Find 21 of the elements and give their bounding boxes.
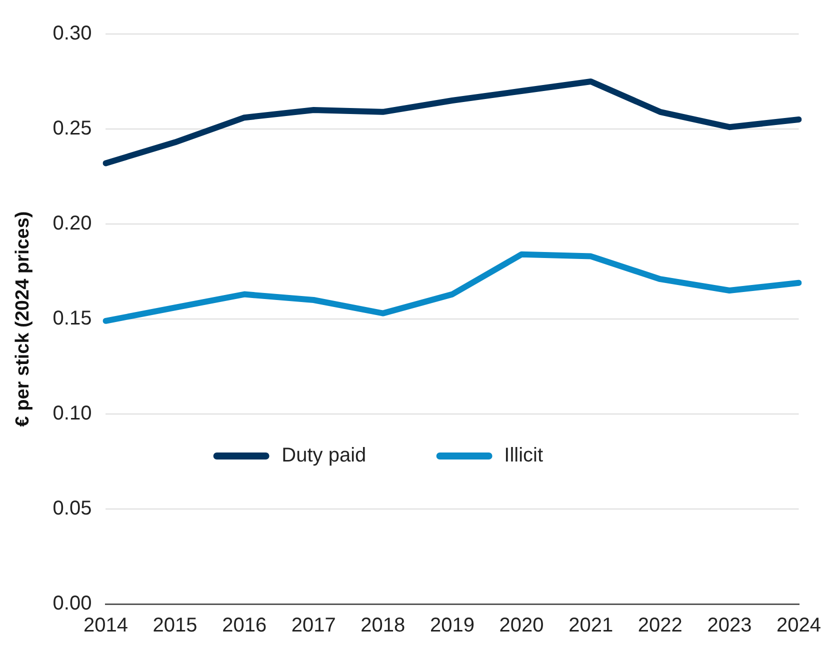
x-tick-label: 2021: [568, 614, 614, 637]
y-tick-label: 0.00: [52, 592, 92, 615]
y-tick-label: 0.20: [52, 212, 92, 235]
x-tick-label: 2016: [222, 614, 267, 637]
x-tick-label: 2024: [776, 614, 822, 637]
x-tick-label: 2023: [707, 614, 752, 637]
x-tick-label: 2017: [291, 614, 336, 637]
x-tick-label: 2015: [152, 614, 198, 637]
x-tick-label: 2022: [638, 614, 682, 637]
x-tick-label: 2019: [430, 614, 474, 637]
x-tick-label: 2018: [360, 614, 406, 637]
x-tick-label: 2014: [83, 614, 128, 637]
x-tick-label: 2020: [499, 614, 544, 637]
y-tick-label: 0.25: [52, 118, 92, 140]
y-tick-label: 0.15: [52, 308, 92, 330]
legend-label: Duty paid: [282, 444, 366, 468]
legend-label: Illicit: [504, 444, 544, 468]
y-axis-title: € per stick (2024 prices): [12, 211, 34, 427]
y-tick-label: 0.05: [52, 498, 92, 520]
y-tick-label: 0.30: [52, 22, 92, 45]
y-tick-label: 0.10: [52, 402, 92, 425]
